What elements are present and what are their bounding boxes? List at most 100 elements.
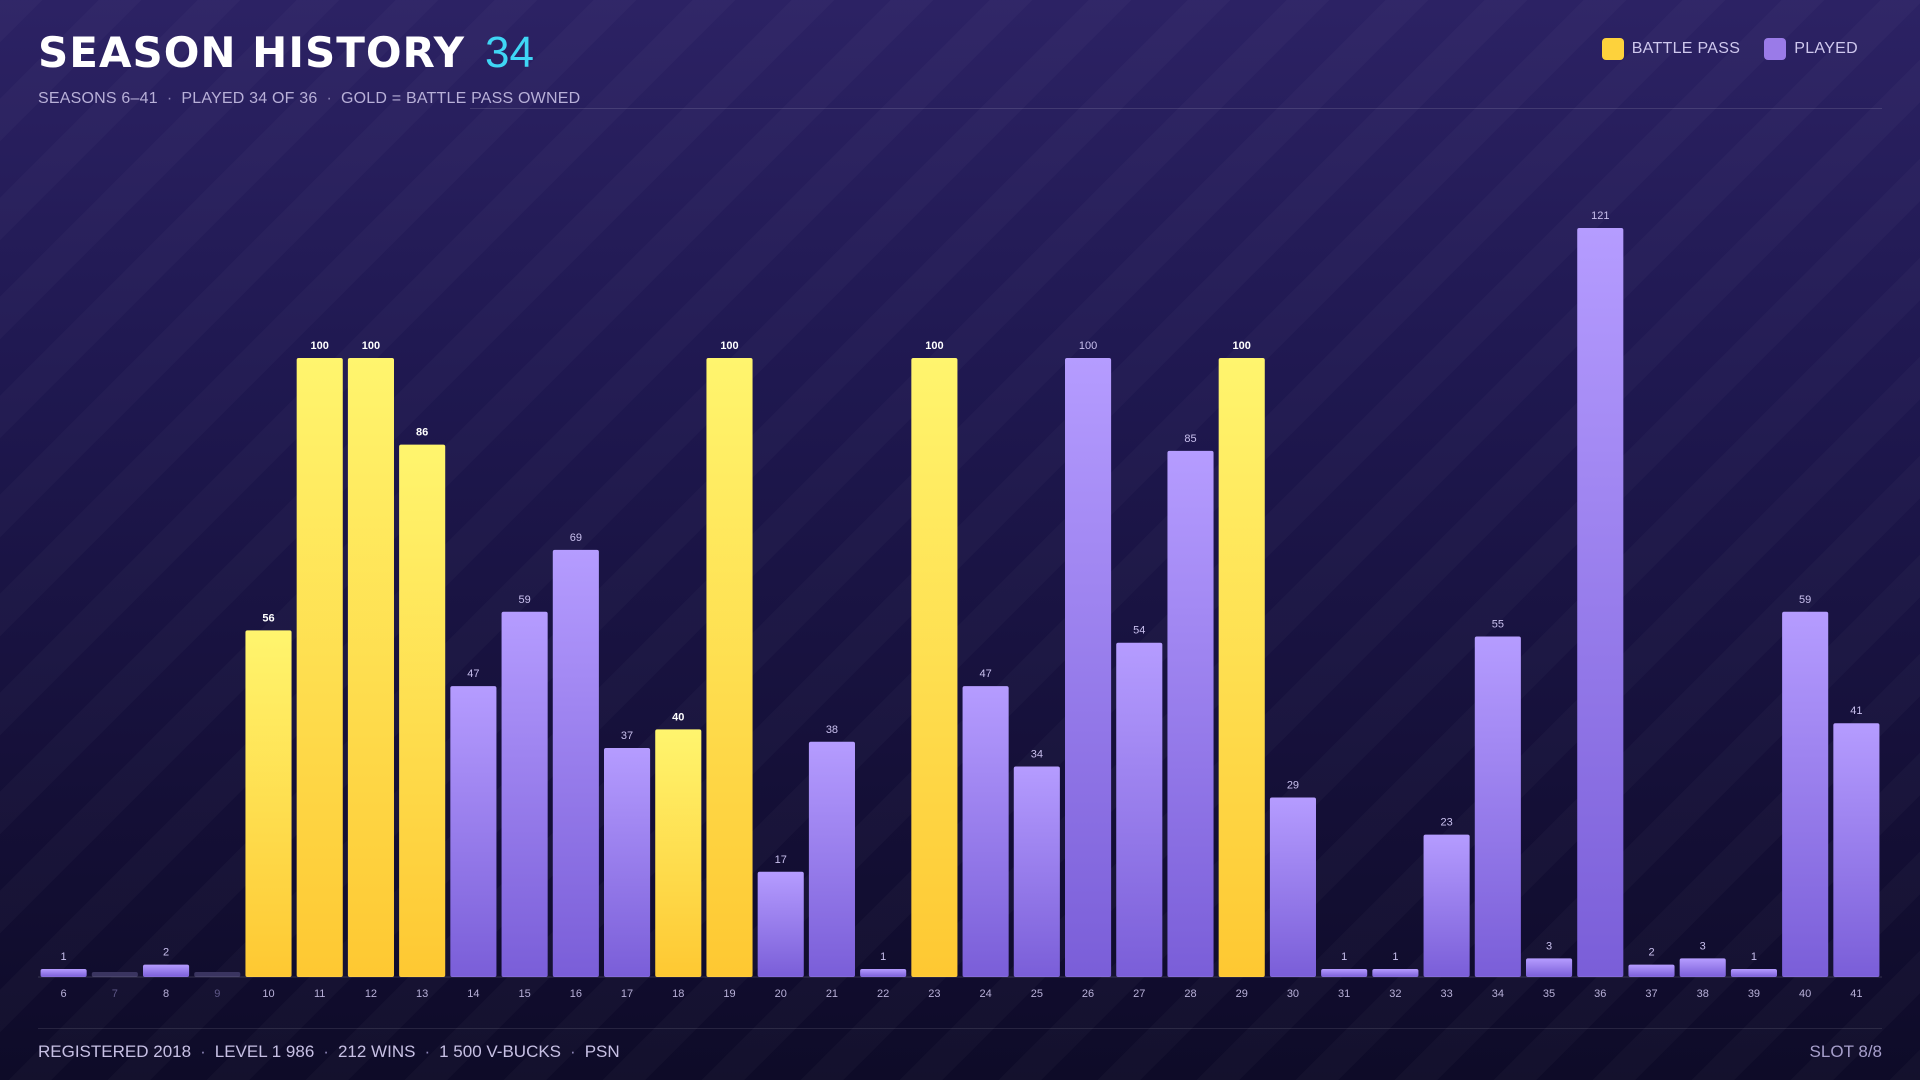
title-text: SEASON HISTORY bbox=[38, 28, 466, 77]
x-tick-label: 26 bbox=[1082, 988, 1094, 1000]
bar-played bbox=[143, 964, 190, 977]
legend-label-battle-pass: BATTLE PASS bbox=[1631, 40, 1741, 57]
bar-value-label: 85 bbox=[1184, 433, 1196, 445]
bar-value-label: 3 bbox=[1546, 940, 1552, 952]
legend-swatch-battle-pass bbox=[1601, 38, 1624, 60]
bar-value-label: 2 bbox=[163, 947, 169, 959]
bar-played bbox=[962, 686, 1009, 977]
bar-value-label: 1 bbox=[1751, 951, 1757, 963]
legend-swatch-played bbox=[1764, 38, 1787, 60]
bar-value-label: 47 bbox=[979, 668, 991, 680]
separator-dot: · bbox=[570, 1042, 576, 1061]
x-tick-label: 16 bbox=[570, 988, 582, 1000]
x-tick-label: 23 bbox=[928, 988, 940, 1000]
separator-dot: · bbox=[200, 1042, 206, 1061]
slot-indicator: SLOT 8/8 bbox=[1809, 1042, 1882, 1061]
subtitle-note: GOLD = BATTLE PASS OWNED bbox=[340, 90, 581, 107]
bar-value-label: 1 bbox=[1392, 951, 1398, 963]
legend-item-battle-pass: BATTLE PASS bbox=[1601, 38, 1741, 60]
x-tick-label: 13 bbox=[416, 988, 428, 1000]
x-tick-label: 32 bbox=[1389, 988, 1401, 1000]
x-tick-label: 10 bbox=[262, 988, 274, 1000]
x-tick-label: 14 bbox=[467, 988, 479, 1000]
x-tick-label: 41 bbox=[1850, 988, 1862, 1000]
bar-played bbox=[1833, 723, 1880, 977]
bar-played bbox=[1679, 958, 1726, 977]
bar-value-label: 55 bbox=[1492, 619, 1504, 631]
bar-battle-pass bbox=[296, 357, 343, 978]
x-tick-label: 12 bbox=[365, 988, 377, 1000]
bar-value-label: 3 bbox=[1700, 940, 1706, 952]
bar-group: 16 728 95610100111001286134714591569163717… bbox=[40, 210, 1880, 1000]
bar-played bbox=[1423, 834, 1470, 977]
bar-played bbox=[1372, 969, 1419, 977]
bar-battle-pass bbox=[347, 357, 394, 978]
bar-value-label: 54 bbox=[1133, 625, 1145, 637]
footer-platform: PSN bbox=[584, 1042, 620, 1061]
bar-played bbox=[552, 549, 599, 977]
bar-value-label: 2 bbox=[1648, 947, 1654, 959]
x-tick-label: 39 bbox=[1748, 988, 1760, 1000]
x-tick-label: 36 bbox=[1594, 988, 1606, 1000]
bar-value-label: 100 bbox=[311, 340, 329, 352]
header-divider bbox=[470, 108, 1882, 109]
bar-played bbox=[1167, 450, 1214, 977]
bar-battle-pass bbox=[1218, 357, 1265, 978]
bar-battle-pass bbox=[706, 357, 753, 978]
bar-value-label: 69 bbox=[570, 532, 582, 544]
bar-battle-pass bbox=[911, 357, 958, 978]
footer-wins: 212 WINS bbox=[337, 1042, 416, 1061]
bar-value-label: 29 bbox=[1287, 779, 1299, 791]
chart-subtitle: SEASONS 6–41 · PLAYED 34 OF 36 · GOLD = BATT… bbox=[38, 90, 580, 108]
x-tick-label: 20 bbox=[775, 988, 787, 1000]
footer-level: LEVEL 1 986 bbox=[214, 1042, 315, 1061]
bar-played bbox=[1269, 797, 1316, 977]
separator-dot: · bbox=[323, 1042, 329, 1061]
footer-vbucks: 1 500 V-BUCKS bbox=[439, 1042, 562, 1061]
footer-registered: REGISTERED 2018 bbox=[38, 1042, 192, 1061]
seasons-played-count: 34 bbox=[485, 28, 534, 77]
bar-value-label: 1 bbox=[880, 951, 886, 963]
bar-value-label: 59 bbox=[518, 594, 530, 606]
bar-value-label: 1 bbox=[1341, 951, 1347, 963]
x-tick-label: 35 bbox=[1543, 988, 1555, 1000]
bar-battle-pass bbox=[245, 630, 292, 977]
x-tick-label: 22 bbox=[877, 988, 889, 1000]
bar-value-label: 86 bbox=[416, 427, 428, 439]
bar-value-label: 59 bbox=[1799, 594, 1811, 606]
separator-dot: · bbox=[424, 1042, 431, 1061]
legend-item-played: PLAYED bbox=[1764, 38, 1858, 60]
bar-value-label: 56 bbox=[262, 612, 274, 624]
bar-played bbox=[1526, 958, 1573, 977]
bar-battle-pass bbox=[655, 729, 702, 977]
x-tick-label: 8 bbox=[163, 988, 169, 1000]
bar-played bbox=[860, 969, 907, 977]
bar-battle-pass bbox=[399, 444, 446, 977]
bar-played bbox=[1628, 964, 1675, 977]
x-tick-label: 37 bbox=[1645, 988, 1657, 1000]
x-tick-label: 31 bbox=[1338, 988, 1350, 1000]
subtitle-played: PLAYED 34 OF 36 bbox=[181, 90, 318, 107]
footer-divider bbox=[38, 1028, 1882, 1029]
bar-value-label: 40 bbox=[672, 711, 684, 723]
subtitle-range: SEASONS 6–41 bbox=[38, 90, 158, 107]
bar-value-label: 34 bbox=[1031, 749, 1043, 761]
x-tick-label: 7 bbox=[112, 988, 118, 1000]
bar-played bbox=[450, 686, 497, 977]
x-tick-label: 15 bbox=[518, 988, 530, 1000]
bar-played bbox=[1730, 969, 1777, 977]
x-tick-label: 21 bbox=[826, 988, 838, 1000]
bar-value-label: 121 bbox=[1591, 210, 1609, 222]
profile-stats: REGISTERED 2018 · LEVEL 1 986 · 212 WINS · 1 5… bbox=[38, 1042, 620, 1062]
bar-played bbox=[757, 871, 804, 977]
x-tick-label: 25 bbox=[1031, 988, 1043, 1000]
bar-played bbox=[1065, 357, 1112, 978]
bar-value-label: 23 bbox=[1440, 817, 1452, 829]
bar-played bbox=[1577, 228, 1624, 977]
x-tick-label: 6 bbox=[61, 988, 67, 1000]
x-tick-label: 11 bbox=[314, 988, 325, 1000]
bar-value-label: 41 bbox=[1850, 705, 1862, 717]
chart-legend: BATTLE PASS PLAYED bbox=[1601, 38, 1858, 60]
x-tick-label: 30 bbox=[1287, 988, 1299, 1000]
